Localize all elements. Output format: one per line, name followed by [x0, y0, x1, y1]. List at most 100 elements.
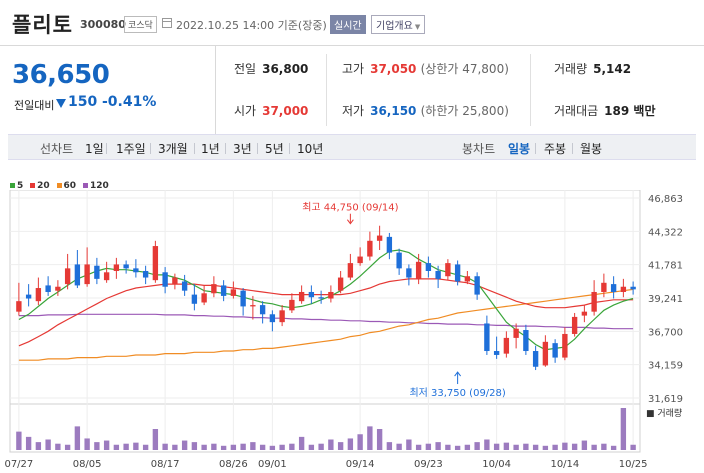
candle-body [474, 276, 480, 295]
candle-body [308, 291, 315, 298]
candle-body [357, 256, 363, 264]
high-value: 37,050 [370, 62, 417, 76]
legend-swatch [56, 183, 62, 188]
legend-ma120: 120 [82, 181, 109, 191]
candle-body [581, 311, 588, 316]
candle-body [484, 323, 490, 352]
prev-close-value: 36,800 [262, 62, 309, 76]
tab-daily[interactable]: 일봉 [508, 142, 531, 156]
volume-bar [162, 443, 168, 450]
tab-weekly[interactable]: 주봉 [544, 142, 567, 156]
volume-bar [298, 436, 305, 450]
candle-body [94, 265, 100, 279]
volume-bar [357, 434, 363, 450]
volume-bar [45, 439, 51, 450]
tab-1day[interactable]: 1일 [85, 142, 104, 156]
legend-label: 60 [63, 181, 77, 191]
open-price: 시가 37,000 [234, 102, 308, 119]
candle-body [386, 236, 393, 253]
divider [257, 143, 258, 154]
realtime-button[interactable]: 실시간 [330, 15, 366, 34]
volume-bar [55, 443, 61, 450]
volume-bar [289, 443, 295, 450]
chart-frame [9, 190, 641, 453]
candle-body [191, 294, 198, 304]
legend-ma20: 20 [30, 181, 50, 191]
x-tick-label: 08/05 [73, 459, 102, 470]
candle-body [630, 286, 636, 290]
tab-3years[interactable]: 3년 [233, 142, 252, 156]
price-info-grid: 전일 36,800 고가 37,050 (상한가 47,800) 거래량 5,142 … [216, 46, 704, 134]
candle-body [513, 328, 519, 338]
x-tick-label: 09/01 [258, 459, 287, 470]
divider [225, 143, 226, 154]
volume-bar [269, 445, 276, 450]
volume-bar [484, 439, 490, 450]
volume-bar [620, 408, 627, 450]
tab-monthly[interactable]: 월봉 [580, 142, 603, 156]
volume-bar [376, 429, 383, 450]
tab-5years[interactable]: 5년 [265, 142, 284, 156]
y-tick-label: 41,781 [648, 261, 683, 272]
prev-close-label: 전일 [234, 62, 257, 76]
down-arrow-icon [56, 99, 66, 108]
volume-bar [493, 443, 500, 450]
legend-swatch [30, 183, 36, 188]
tab-3months[interactable]: 3개월 [158, 142, 188, 156]
divider [530, 54, 531, 126]
volume-bar [415, 444, 422, 450]
volume-bar [25, 436, 32, 450]
volume-bar [103, 440, 110, 450]
candle-body [84, 264, 90, 285]
calendar-icon [162, 18, 172, 28]
tab-10years[interactable]: 10년 [297, 142, 324, 156]
volume-bar [367, 426, 373, 450]
volume-label: ■ 거래량 [646, 407, 682, 419]
y-tick-label: 46,863 [648, 194, 683, 205]
ma120-line [18, 313, 634, 330]
volume-bar [406, 439, 412, 450]
tab-1week[interactable]: 1주일 [116, 142, 146, 156]
candle-body [445, 263, 451, 277]
volume-bar [337, 442, 344, 450]
company-info-dropdown[interactable]: 기업개요 ▼ [371, 15, 426, 34]
volume-bar [396, 443, 402, 450]
tab-1year[interactable]: 1년 [201, 142, 220, 156]
volume-value: 5,142 [593, 62, 632, 76]
candle-body [201, 293, 207, 303]
candle-body [347, 263, 354, 278]
candle-body [318, 297, 324, 299]
volume-bar [152, 429, 159, 450]
volume-bar [279, 444, 285, 450]
x-tick-label: 10/25 [619, 459, 648, 470]
divider [194, 143, 195, 154]
candle-body [25, 294, 32, 299]
company-info-label: 기업개요 [376, 21, 413, 32]
volume-bar [581, 440, 588, 450]
high-label: 고가 [342, 62, 365, 76]
volume-bar [84, 438, 90, 450]
chevron-down-icon: ▼ [414, 23, 421, 31]
candle-body [464, 276, 471, 282]
stock-name: 플리토 [12, 13, 73, 37]
candle-body [542, 341, 549, 366]
candle-body [591, 291, 597, 312]
ma5-line [18, 249, 634, 351]
volume: 거래량 5,142 [554, 60, 631, 77]
candle-body [220, 285, 227, 296]
candle-body [562, 333, 568, 358]
y-tick-label: 36,700 [648, 327, 683, 338]
volume-bar [64, 444, 71, 450]
x-tick-label: 10/04 [482, 459, 511, 470]
candle-body [571, 316, 578, 334]
candlestick-chart[interactable]: 46,863 44,322 41,781 39,241 36,700 34,159 31,6… [0, 190, 704, 473]
low-value: 36,150 [370, 104, 417, 118]
candle-body [64, 268, 71, 285]
volume-bar [464, 444, 471, 450]
candle-body [74, 264, 81, 286]
candle-body [269, 314, 276, 323]
stock-code: 300080 [80, 18, 126, 31]
volume-bar [435, 442, 441, 450]
candle-body [298, 291, 305, 302]
volume-bar [74, 426, 81, 450]
